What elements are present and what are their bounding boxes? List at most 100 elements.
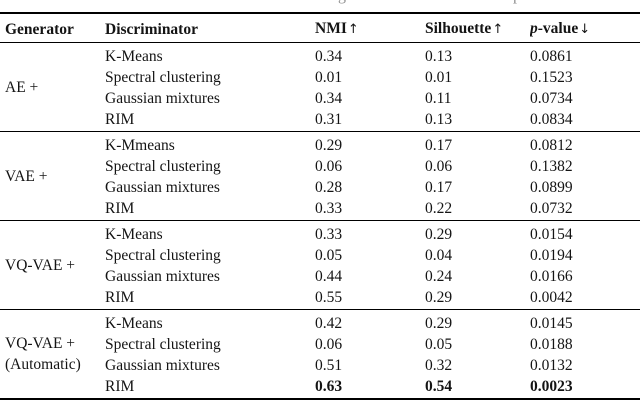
- p-value-cell: 0.0188: [530, 336, 573, 353]
- nmi-cell: 0.63: [315, 378, 343, 395]
- discriminator-cell: RIM: [105, 111, 135, 128]
- header-discriminator-label: Discriminator: [105, 20, 198, 38]
- silhouette-cell: 0.06: [425, 158, 453, 175]
- table-row: VQ-VAE + K-Means 0.33 0.29 0.0154: [0, 221, 640, 274]
- silhouette-cell: 0.22: [425, 200, 453, 217]
- nmi-cell: 0.29: [315, 137, 343, 154]
- discriminator-cell: Gaussian mixtures: [105, 268, 220, 285]
- discriminator-cell: Spectral clustering: [105, 336, 221, 353]
- silhouette-cell: 0.54: [425, 378, 453, 395]
- silhouette-cell: 0.24: [425, 268, 453, 285]
- caption-descender-right: p: [513, 0, 527, 5]
- discriminator-cell: K-Mmeans: [105, 137, 175, 154]
- silhouette-cell: 0.05: [425, 336, 453, 353]
- p-value-cell: 0.0732: [530, 200, 573, 217]
- p-value-cell: 0.0154: [530, 226, 573, 243]
- discriminator-cell: RIM: [105, 378, 135, 395]
- generator-label: VAE +: [5, 167, 48, 185]
- silhouette-cell: 0.17: [425, 179, 453, 196]
- nmi-cell: 0.34: [315, 48, 343, 65]
- silhouette-cell: 0.17: [425, 137, 453, 154]
- discriminator-cell: RIM: [105, 200, 135, 217]
- nmi-cell: 0.51: [315, 357, 343, 374]
- down-arrow-icon: ↓: [579, 22, 591, 37]
- generator-label-line2: (Automatic): [5, 356, 81, 373]
- table-row: Gaussian mixtures 0.28 0.17 0.0899: [0, 177, 640, 198]
- generator-group: AE + K-Means 0.34 0.13 0.0861 Spectral cluste…: [0, 43, 640, 132]
- nmi-cell: 0.34: [315, 90, 343, 107]
- discriminator-cell: Gaussian mixtures: [105, 179, 220, 196]
- table-row: RIM 0.31 0.13 0.0834: [0, 109, 640, 132]
- results-table: Generator Discriminator NMI↑ Silhouette↑…: [0, 12, 640, 400]
- silhouette-cell: 0.04: [425, 247, 453, 264]
- table-header: Generator Discriminator NMI↑ Silhouette↑…: [0, 13, 640, 43]
- nmi-cell: 0.05: [315, 247, 343, 264]
- table-row: VAE + K-Mmeans 0.29 0.17 0.0812: [0, 132, 640, 185]
- table-row: VQ-VAE + (Automatic) K-Means 0.42 0.29 0.0145: [0, 310, 640, 373]
- p-value-cell: 0.0899: [530, 179, 573, 196]
- generator-group: VQ-VAE + (Automatic) K-Means 0.42 0.29 0.0145…: [0, 310, 640, 399]
- table-row: RIM 0.33 0.22 0.0732: [0, 198, 640, 221]
- header-nmi-label: NMI: [315, 20, 347, 37]
- silhouette-cell: 0.01: [425, 69, 453, 86]
- header-discriminator: Discriminator: [105, 13, 315, 43]
- header-silhouette: Silhouette↑: [425, 13, 530, 43]
- p-value-cell: 0.0194: [530, 247, 573, 264]
- silhouette-cell: 0.11: [425, 90, 452, 107]
- p-value-cell: 0.0145: [530, 315, 573, 332]
- nmi-cell: 0.44: [315, 268, 343, 285]
- discriminator-cell: Spectral clustering: [105, 69, 221, 86]
- discriminator-cell: RIM: [105, 289, 135, 306]
- table-row: RIM 0.55 0.29 0.0042: [0, 287, 640, 310]
- caption-descender-left: g: [338, 0, 352, 5]
- table-row: Gaussian mixtures 0.51 0.32 0.0132: [0, 355, 640, 376]
- silhouette-cell: 0.29: [425, 315, 453, 332]
- p-value-cell: 0.1523: [530, 69, 573, 86]
- header-generator: Generator: [0, 13, 105, 43]
- nmi-cell: 0.06: [315, 336, 343, 353]
- nmi-cell: 0.33: [315, 226, 343, 243]
- table-row: Gaussian mixtures 0.34 0.11 0.0734: [0, 88, 640, 109]
- table-row: RIM 0.63 0.54 0.0023: [0, 376, 640, 399]
- table-row: Spectral clustering 0.06 0.05 0.0188: [0, 334, 640, 355]
- discriminator-cell: Gaussian mixtures: [105, 90, 220, 107]
- discriminator-cell: K-Means: [105, 48, 163, 65]
- silhouette-cell: 0.13: [425, 48, 453, 65]
- discriminator-cell: K-Means: [105, 226, 163, 243]
- header-p-value-label: -value: [537, 20, 579, 37]
- silhouette-cell: 0.29: [425, 289, 453, 306]
- generator-cell: VQ-VAE +: [0, 221, 105, 310]
- table-row: AE + K-Means 0.34 0.13 0.0861: [0, 43, 640, 96]
- discriminator-cell: Spectral clustering: [105, 158, 221, 175]
- nmi-cell: 0.01: [315, 69, 343, 86]
- nmi-cell: 0.31: [315, 111, 343, 128]
- silhouette-cell: 0.29: [425, 226, 453, 243]
- nmi-cell: 0.33: [315, 200, 343, 217]
- generator-cell: VAE +: [0, 132, 105, 221]
- p-value-cell: 0.1382: [530, 158, 573, 175]
- generator-cell: VQ-VAE + (Automatic): [0, 310, 105, 400]
- p-value-cell: 0.0861: [530, 48, 573, 65]
- nmi-cell: 0.55: [315, 289, 343, 306]
- generator-label: AE +: [5, 78, 39, 96]
- p-value-cell: 0.0132: [530, 357, 573, 374]
- table-row: Spectral clustering 0.06 0.06 0.1382: [0, 156, 640, 177]
- generator-label: VQ-VAE +: [5, 256, 76, 274]
- silhouette-cell: 0.13: [425, 111, 453, 128]
- header-p-value: p-value↓: [530, 13, 640, 43]
- header-silhouette-label: Silhouette: [425, 20, 492, 37]
- table-row: Spectral clustering 0.05 0.04 0.0194: [0, 245, 640, 266]
- nmi-cell: 0.42: [315, 315, 343, 332]
- header-row: Generator Discriminator NMI↑ Silhouette↑…: [0, 13, 640, 43]
- up-arrow-icon: ↑: [347, 22, 359, 37]
- p-value-cell: 0.0834: [530, 111, 573, 128]
- p-value-cell: 0.0042: [530, 289, 573, 306]
- generator-group: VAE + K-Mmeans 0.29 0.17 0.0812 Spectral clus…: [0, 132, 640, 221]
- discriminator-cell: K-Means: [105, 315, 163, 332]
- p-value-cell: 0.0166: [530, 268, 573, 285]
- silhouette-cell: 0.32: [425, 357, 453, 374]
- up-arrow-icon: ↑: [492, 22, 504, 37]
- table-row: Gaussian mixtures 0.44 0.24 0.0166: [0, 266, 640, 287]
- nmi-cell: 0.28: [315, 179, 343, 196]
